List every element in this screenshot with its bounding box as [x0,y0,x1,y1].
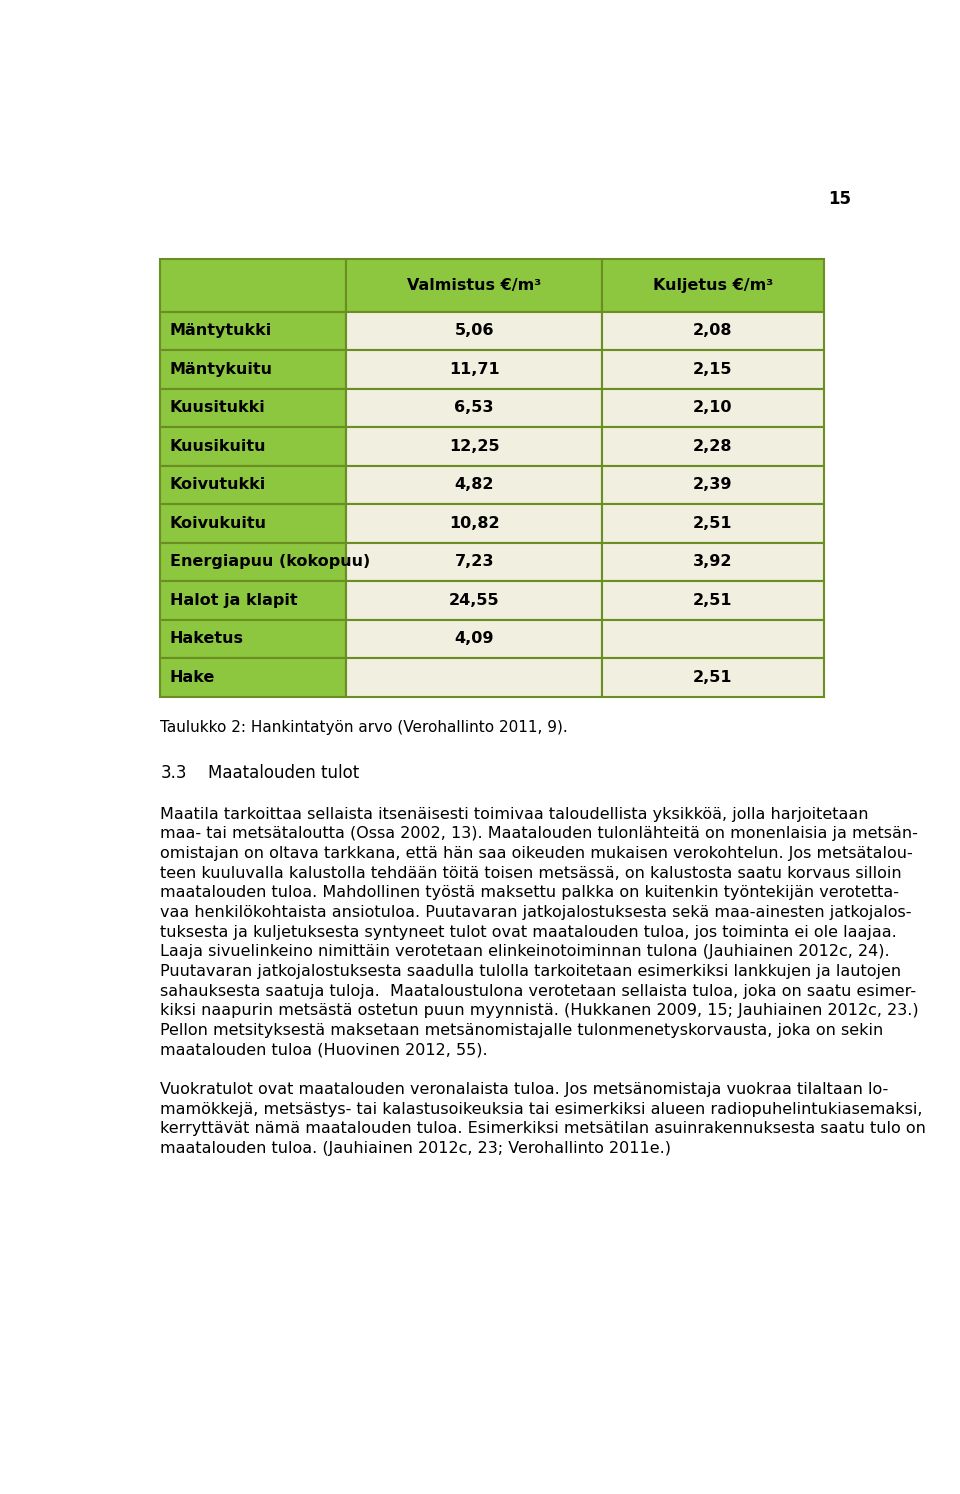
Text: Taulukko 2: Hankintatyön arvo (Verohallinto 2011, 9).: Taulukko 2: Hankintatyön arvo (Verohalli… [160,720,568,735]
Bar [160,542,347,581]
Bar [160,466,347,503]
Bar [347,620,602,659]
Text: 10,82: 10,82 [449,515,499,530]
Text: vaa henkilökohtaista ansiotuloa. Puutavaran jatkojalostuksesta sekä maa-ainesten: vaa henkilökohtaista ansiotuloa. Puutava… [160,905,912,920]
Bar [602,312,824,350]
Text: maatalouden tuloa. (Jauhiainen 2012c, 23; Verohallinto 2011e.): maatalouden tuloa. (Jauhiainen 2012c, 23… [160,1141,671,1156]
Text: kiksi naapurin metsästä ostetun puun myynnistä. (Hukkanen 2009, 15; Jauhiainen 2: kiksi naapurin metsästä ostetun puun myy… [160,1002,919,1019]
Text: 2,15: 2,15 [693,362,732,376]
Bar [160,620,347,659]
Text: mamökkejä, metsästys- tai kalastusoikeuksia tai esimerkiksi alueen radiopuhelint: mamökkejä, metsästys- tai kalastusoikeuk… [160,1101,923,1116]
Text: Vuokratulot ovat maatalouden veronalaista tuloa. Jos metsänomistaja vuokraa tila: Vuokratulot ovat maatalouden veronalaist… [160,1082,889,1097]
Text: 11,71: 11,71 [449,362,499,376]
Bar [347,388,602,427]
Bar [347,581,602,620]
Text: kerryttävät nämä maatalouden tuloa. Esimerkiksi metsätilan asuinrakennuksesta sa: kerryttävät nämä maatalouden tuloa. Esim… [160,1122,926,1137]
Text: 3.3: 3.3 [160,765,187,783]
Text: Kuljetus €/m³: Kuljetus €/m³ [653,278,773,293]
Text: sahauksesta saatuja tuloja.  Maataloustulona verotetaan sellaista tuloa, joka on: sahauksesta saatuja tuloja. Maataloustul… [160,983,917,998]
Text: Pellon metsityksestä maksetaan metsänomistajalle tulonmenetyskorvausta, joka on : Pellon metsityksestä maksetaan metsänomi… [160,1023,883,1038]
Text: teen kuuluvalla kalustolla tehdään töitä toisen metsässä, on kalustosta saatu ko: teen kuuluvalla kalustolla tehdään töitä… [160,865,902,881]
Bar [602,388,824,427]
Bar [602,350,824,388]
Text: 4,82: 4,82 [454,478,494,493]
Bar [347,659,602,696]
Bar [602,659,824,696]
Bar [347,260,602,312]
Text: 2,51: 2,51 [693,593,732,608]
Text: maatalouden tuloa (Huovinen 2012, 55).: maatalouden tuloa (Huovinen 2012, 55). [160,1043,488,1058]
Text: Energiapuu (kokopuu): Energiapuu (kokopuu) [170,554,370,569]
Text: maatalouden tuloa. Mahdollinen työstä maksettu palkka on kuitenkin työntekijän v: maatalouden tuloa. Mahdollinen työstä ma… [160,886,900,901]
Text: 7,23: 7,23 [454,554,494,569]
Text: Haketus: Haketus [170,632,244,647]
Text: 2,08: 2,08 [693,324,732,339]
Text: Kuusikuitu: Kuusikuitu [170,439,266,454]
Text: Maatalouden tulot: Maatalouden tulot [208,765,360,783]
Text: 15: 15 [828,190,851,208]
Text: Mäntykuitu: Mäntykuitu [170,362,273,376]
Bar [347,542,602,581]
Bar [160,659,347,696]
Bar [160,350,347,388]
Text: Koivukuitu: Koivukuitu [170,515,267,530]
Bar [347,503,602,542]
Text: 3,92: 3,92 [693,554,732,569]
Bar [602,620,824,659]
Bar [347,312,602,350]
Text: 2,39: 2,39 [693,478,732,493]
Bar [602,581,824,620]
Text: omistajan on oltava tarkkana, että hän saa oikeuden mukaisen verokohtelun. Jos m: omistajan on oltava tarkkana, että hän s… [160,846,913,861]
Text: Valmistus €/m³: Valmistus €/m³ [407,278,541,293]
Text: 4,09: 4,09 [454,632,494,647]
Bar [602,260,824,312]
Text: 2,28: 2,28 [693,439,732,454]
Bar [602,503,824,542]
Text: Puutavaran jatkojalostuksesta saadulla tulolla tarkoitetaan esimerkiksi lankkuje: Puutavaran jatkojalostuksesta saadulla t… [160,964,901,979]
Text: Kuusitukki: Kuusitukki [170,400,265,415]
Bar [160,388,347,427]
Text: 2,51: 2,51 [693,515,732,530]
Bar [160,503,347,542]
Text: 2,10: 2,10 [693,400,732,415]
Bar [160,260,347,312]
Bar [602,466,824,503]
Bar [160,427,347,466]
Bar [160,581,347,620]
Text: Laaja sivuelinkeino nimittäin verotetaan elinkeinotoiminnan tulona (Jauhiainen 2: Laaja sivuelinkeino nimittäin verotetaan… [160,944,890,959]
Text: 24,55: 24,55 [449,593,499,608]
Bar [602,427,824,466]
Text: 6,53: 6,53 [454,400,494,415]
Text: Hake: Hake [170,669,215,684]
Bar [347,350,602,388]
Text: tuksesta ja kuljetuksesta syntyneet tulot ovat maatalouden tuloa, jos toiminta e: tuksesta ja kuljetuksesta syntyneet tulo… [160,925,897,940]
Text: Halot ja klapit: Halot ja klapit [170,593,298,608]
Bar [347,427,602,466]
Bar [160,312,347,350]
Text: maa- tai metsätaloutta (Ossa 2002, 13). Maatalouden tulonlähteitä on monenlaisia: maa- tai metsätaloutta (Ossa 2002, 13). … [160,826,918,841]
Text: Mäntytukki: Mäntytukki [170,324,272,339]
Text: 2,51: 2,51 [693,669,732,684]
Text: Maatila tarkoittaa sellaista itsenäisesti toimivaa taloudellista yksikköä, jolla: Maatila tarkoittaa sellaista itsenäisest… [160,807,869,822]
Bar [347,466,602,503]
Text: Koivutukki: Koivutukki [170,478,266,493]
Text: 5,06: 5,06 [454,324,494,339]
Text: 12,25: 12,25 [449,439,499,454]
Bar [602,542,824,581]
